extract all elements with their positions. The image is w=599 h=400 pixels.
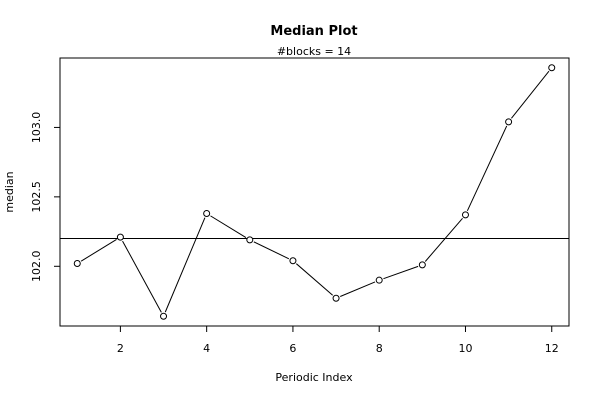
series-line-segment: [253, 241, 290, 260]
series-line-segment: [511, 70, 550, 119]
median-series: [73, 64, 556, 320]
x-tick-label: 4: [203, 342, 210, 355]
data-point: [116, 233, 124, 241]
data-point: [203, 210, 211, 218]
data-point: [160, 312, 168, 320]
x-axis: 2 4 6 8 10 12: [117, 326, 559, 355]
data-point: [375, 276, 383, 284]
data-point: [461, 211, 469, 219]
data-point: [332, 294, 340, 302]
x-axis-label: Periodic Index: [275, 371, 353, 384]
series-line-segment: [210, 215, 247, 238]
data-point: [289, 257, 297, 265]
series-line-segment: [164, 217, 206, 313]
series-line-segment: [80, 239, 117, 262]
plot-frame: [59, 57, 570, 327]
series-line-segment: [466, 125, 508, 212]
y-tick-label: 103.0: [30, 112, 43, 144]
series-line-segment: [424, 217, 463, 262]
x-tick-label: 8: [376, 342, 383, 355]
y-tick-label: 102.0: [30, 251, 43, 283]
series-line-segment: [340, 281, 376, 297]
y-axis: 102.0 102.5 103.0: [30, 112, 60, 282]
x-tick-label: 10: [458, 342, 472, 355]
y-axis-label: median: [3, 171, 16, 212]
y-tick-label: 102.5: [30, 181, 43, 213]
data-point: [418, 261, 426, 269]
series-line-segment: [122, 240, 162, 313]
series-line-segment: [383, 265, 419, 280]
data-point: [246, 236, 254, 244]
data-point: [505, 118, 513, 126]
x-tick-label: 2: [117, 342, 124, 355]
data-point: [73, 260, 81, 268]
x-tick-label: 6: [289, 342, 296, 355]
chart-subtitle: #blocks = 14: [277, 45, 351, 58]
series-line-segment: [296, 263, 333, 296]
data-point: [548, 64, 556, 72]
chart-title: Median Plot: [270, 24, 357, 39]
x-tick-label: 12: [545, 342, 559, 355]
